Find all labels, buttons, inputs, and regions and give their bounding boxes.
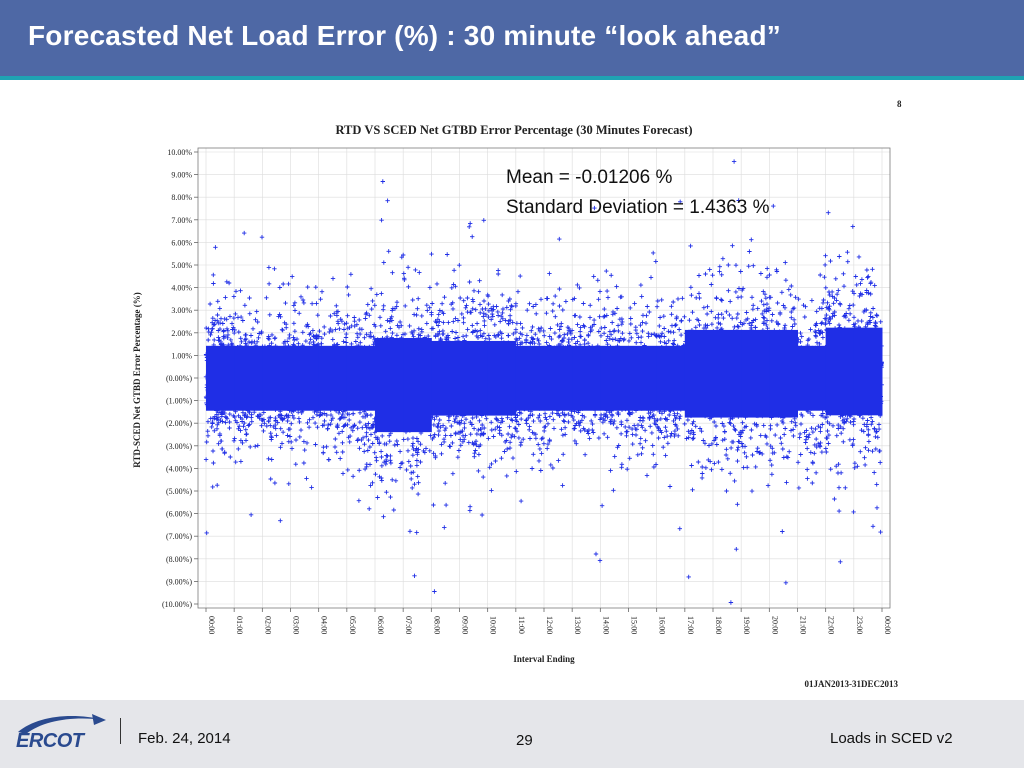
x-tick-label: 07:00 <box>404 616 413 634</box>
x-tick-label: 00:00 <box>207 616 216 634</box>
mean-annotation: Mean = -0.01206 % <box>506 167 672 188</box>
dense-point-band <box>572 345 601 411</box>
date-range-label: 01JAN2013-31DEC2013 <box>805 679 899 689</box>
dense-point-band <box>515 345 545 411</box>
page-number: 29 <box>516 732 533 749</box>
x-axis-ticks: 00:00 01:00 02:00 03:00 04:00 05:00 06:00 07:00… <box>205 608 892 634</box>
ercot-logo <box>18 714 106 734</box>
corner-number: 8 <box>897 99 902 109</box>
footer-divider <box>120 718 121 744</box>
dense-point-band <box>628 345 658 411</box>
footer-date: Feb. 24, 2014 <box>138 730 231 747</box>
y-tick-label: 8.00% <box>171 193 192 202</box>
x-tick-label: 08:00 <box>432 616 441 634</box>
footer-bar <box>0 700 1024 768</box>
y-tick-label: (0.00%) <box>166 374 192 383</box>
dense-point-band <box>262 345 291 411</box>
x-tick-label: 16:00 <box>658 616 667 634</box>
dense-point-band <box>853 327 883 416</box>
dense-point-band <box>684 329 714 418</box>
dense-point-band <box>318 345 348 411</box>
x-tick-label: 01:00 <box>235 616 244 634</box>
dense-point-band <box>487 340 517 416</box>
dense-point-band <box>797 345 827 411</box>
dense-point-band <box>769 329 798 418</box>
dense-point-band <box>375 337 404 433</box>
y-axis-ticks: 10.00% 9.00% 8.00% 7.00% 6.00% 5.00% 4.00% 3.00… <box>162 148 198 609</box>
y-tick-label: 10.00% <box>167 148 192 157</box>
dense-point-band <box>403 337 432 433</box>
x-tick-label: 05:00 <box>348 616 357 634</box>
y-tick-label: 1.00% <box>171 351 192 360</box>
chart-panel: 8 RTD VS SCED Net GTBD Error Percentage … <box>108 90 917 706</box>
y-tick-label: 5.00% <box>171 261 192 270</box>
x-tick-label: 09:00 <box>461 616 470 634</box>
x-tick-label: 12:00 <box>545 616 554 634</box>
y-tick-label: 4.00% <box>171 284 192 293</box>
dense-point-band <box>290 345 320 411</box>
y-tick-label: (9.00%) <box>166 577 192 586</box>
x-tick-label: 06:00 <box>376 616 385 634</box>
y-tick-label: 6.00% <box>171 238 192 247</box>
dense-point-band <box>713 329 742 418</box>
std-dev-annotation: Standard Deviation = 1.4363 % <box>506 197 770 218</box>
dense-point-band <box>346 345 376 411</box>
dense-point-band <box>741 329 770 418</box>
x-tick-label: 02:00 <box>263 616 272 634</box>
y-tick-label: (10.00%) <box>162 600 192 609</box>
y-tick-label: (3.00%) <box>166 442 192 451</box>
dense-point-band <box>656 345 686 411</box>
x-tick-label: 19:00 <box>742 616 751 634</box>
x-tick-label: 00:00 <box>883 616 892 634</box>
x-tick-label: 17:00 <box>686 616 695 634</box>
y-tick-label: (6.00%) <box>166 510 192 519</box>
x-tick-label: 03:00 <box>292 616 301 634</box>
x-tick-label: 15:00 <box>630 616 639 634</box>
x-tick-label: 18:00 <box>714 616 723 634</box>
dense-point-band <box>600 345 629 411</box>
dense-point-band <box>431 340 460 416</box>
title-bar: Forecasted Net Load Error (%) : 30 minut… <box>0 0 1024 76</box>
y-tick-label: 9.00% <box>171 171 192 180</box>
dense-point-band <box>825 327 855 416</box>
dense-point-band <box>544 345 573 411</box>
x-tick-label: 04:00 <box>320 616 329 634</box>
y-tick-label: (5.00%) <box>166 487 192 496</box>
y-tick-label: 3.00% <box>171 306 192 315</box>
dense-point-band <box>459 340 489 416</box>
ercot-logo-text: ERCOT <box>16 730 84 752</box>
dense-point-band <box>206 345 235 411</box>
y-tick-label: (1.00%) <box>166 397 192 406</box>
x-tick-label: 11:00 <box>517 616 526 634</box>
y-tick-label: 7.00% <box>171 216 192 225</box>
x-tick-label: 13:00 <box>573 616 582 634</box>
dense-point-band <box>234 345 263 411</box>
slide-title: Forecasted Net Load Error (%) : 30 minut… <box>28 20 781 51</box>
chart-title: RTD VS SCED Net GTBD Error Percentage (3… <box>335 123 692 137</box>
title-accent-stripe <box>0 76 1024 80</box>
x-tick-label: 23:00 <box>855 616 864 634</box>
y-tick-label: (4.00%) <box>166 464 192 473</box>
x-tick-label: 20:00 <box>770 616 779 634</box>
y-axis-label: RTD-SCED Net GTBD Error Percentage (%) <box>132 292 142 467</box>
y-tick-label: 2.00% <box>171 329 192 338</box>
footer-presentation-title: Loads in SCED v2 <box>830 730 953 747</box>
x-axis-label: Interval Ending <box>513 654 575 664</box>
x-tick-label: 10:00 <box>489 616 498 634</box>
scatter-chart: 8 RTD VS SCED Net GTBD Error Percentage … <box>132 99 902 689</box>
y-tick-label: (7.00%) <box>166 532 192 541</box>
x-tick-label: 22:00 <box>827 616 836 634</box>
x-tick-label: 21:00 <box>799 616 808 634</box>
data-points <box>203 159 884 605</box>
x-tick-label: 14:00 <box>601 616 610 634</box>
y-tick-label: (2.00%) <box>166 419 192 428</box>
y-tick-label: (8.00%) <box>166 555 192 564</box>
